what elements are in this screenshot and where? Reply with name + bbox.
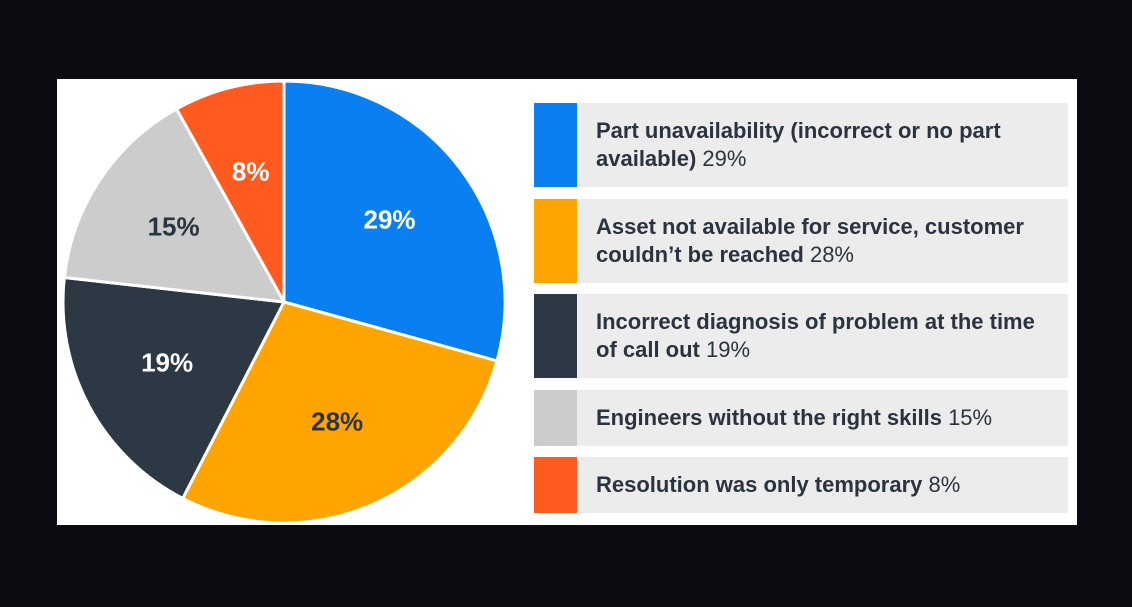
slice-label: 19% xyxy=(141,347,193,377)
slice-label: 15% xyxy=(148,211,200,241)
legend-value: 8% xyxy=(928,472,961,497)
legend-swatch xyxy=(534,389,577,446)
legend-value: 29% xyxy=(702,146,747,171)
legend-swatch xyxy=(534,103,577,187)
pie-slice xyxy=(62,107,286,304)
slice-label: 28% xyxy=(311,406,363,436)
legend-value: 19% xyxy=(706,337,751,362)
legend-item: Asset not available for service, custome… xyxy=(534,198,1068,283)
legend-label: Resolution was only temporary xyxy=(596,472,923,497)
legend-text: Resolution was only temporary 8% xyxy=(577,457,1068,513)
legend-value: 28% xyxy=(809,241,854,267)
legend-label: Part unavailability (incorrect or no par… xyxy=(596,118,1001,171)
legend-text: Asset not available for service, custome… xyxy=(577,198,1068,283)
legend: Part unavailability (incorrect or no par… xyxy=(534,103,1068,513)
legend-text: Engineers without the right skills 15% xyxy=(577,389,1068,446)
pie-slice xyxy=(181,300,499,525)
panel: 29% 28% 19% 15% 8% Part unavailability (inco… xyxy=(57,79,1077,525)
legend-swatch xyxy=(534,457,577,513)
legend-label: Engineers without the right skills xyxy=(596,404,942,430)
slice-label: 8% xyxy=(232,157,270,187)
legend-text: Incorrect diagnosis of problem at the ti… xyxy=(577,294,1068,378)
legend-swatch xyxy=(534,198,577,283)
pie-chart: 29% 28% 19% 15% 8% xyxy=(61,79,507,525)
pie-slice xyxy=(175,79,286,304)
legend-label: Asset not available for service, custome… xyxy=(596,213,1024,267)
legend-item: Part unavailability (incorrect or no par… xyxy=(534,103,1068,187)
legend-item: Resolution was only temporary 8% xyxy=(534,457,1068,513)
pie-slice xyxy=(282,79,507,363)
legend-label: Incorrect diagnosis of problem at the ti… xyxy=(596,309,1035,362)
legend-value: 15% xyxy=(948,404,993,430)
legend-swatch xyxy=(534,294,577,378)
slice-label: 29% xyxy=(363,205,415,235)
legend-text: Part unavailability (incorrect or no par… xyxy=(577,103,1068,187)
legend-item: Incorrect diagnosis of problem at the ti… xyxy=(534,294,1068,378)
pie-slice xyxy=(61,276,286,500)
legend-item: Engineers without the right skills 15% xyxy=(534,389,1068,446)
